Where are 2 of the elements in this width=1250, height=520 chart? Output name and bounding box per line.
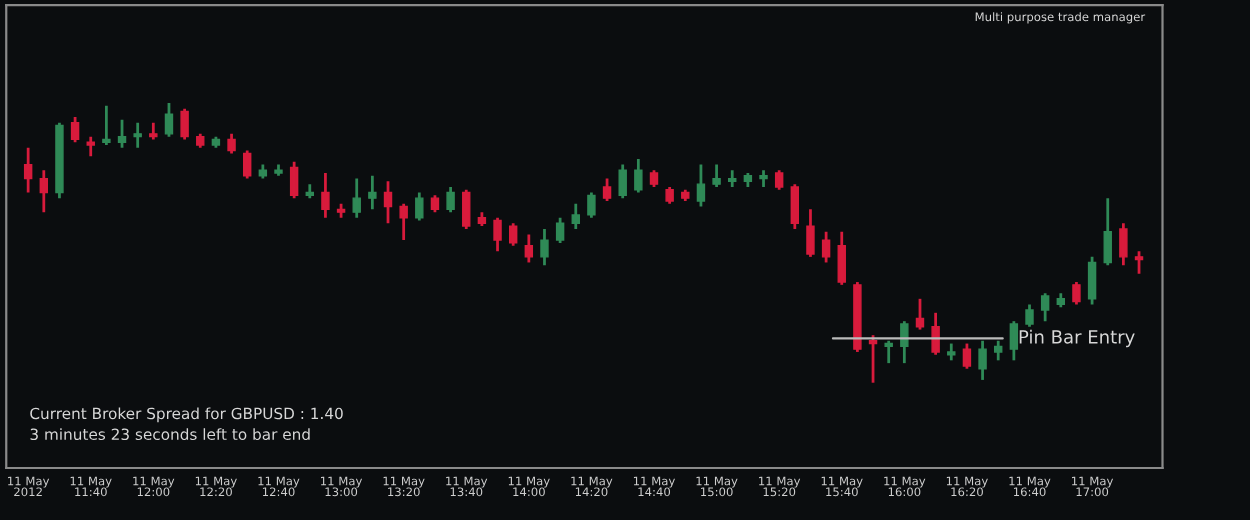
candlestick [274, 163, 283, 178]
annotation: Pin Bar Entry [1019, 329, 1135, 348]
